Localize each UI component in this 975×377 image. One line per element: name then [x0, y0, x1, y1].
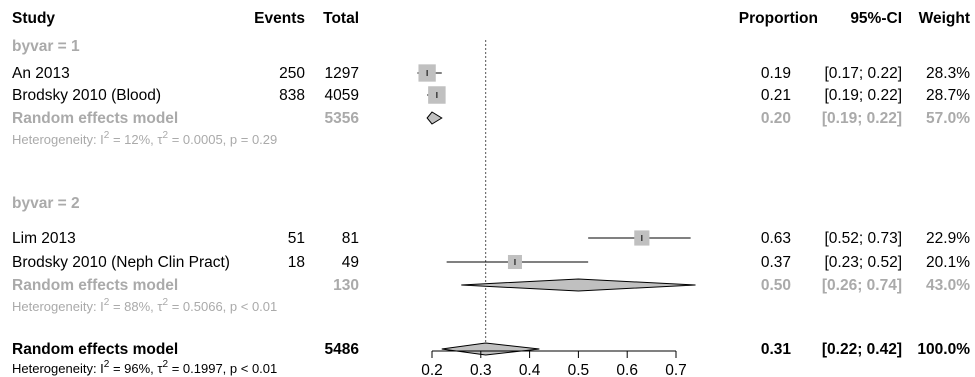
- header-ci: 95%-CI: [850, 10, 902, 27]
- study-proportion: 0.63: [761, 230, 791, 247]
- study-proportion: 0.37: [761, 254, 791, 271]
- study-proportion: 0.19: [761, 65, 791, 82]
- subgroup-diamond: [461, 278, 696, 292]
- header-total: Total: [323, 10, 359, 27]
- subgroup-summary-ci: [0.26; 0.74]: [822, 277, 902, 294]
- study-name: Lim 2013: [12, 230, 76, 247]
- x-axis-tick-label: 0.6: [616, 362, 638, 377]
- study-events: 250: [279, 65, 305, 82]
- subgroup-summary-label: Random effects model: [12, 277, 178, 294]
- study-total: 4059: [325, 87, 359, 104]
- subgroup-summary-weight: 57.0%: [926, 110, 970, 127]
- subgroup-diamond: [426, 111, 443, 125]
- overall-heterogeneity: Heterogeneity: I2 = 96%, τ2 = 0.1997, p …: [12, 359, 277, 376]
- header-weight: Weight: [919, 10, 970, 27]
- x-axis-tick-label: 0.2: [421, 362, 443, 377]
- overall-diamond: [441, 342, 540, 356]
- overall-summary-label: Random effects model: [12, 341, 178, 358]
- study-events: 51: [288, 230, 305, 247]
- study-proportion: 0.21: [761, 87, 791, 104]
- subgroup-heterogeneity: Heterogeneity: I2 = 12%, τ2 = 0.0005, p …: [12, 130, 277, 147]
- header-events: Events: [254, 10, 305, 27]
- study-total: 49: [342, 254, 359, 271]
- study-weight: 28.7%: [926, 87, 970, 104]
- overall-summary-ci: [0.22; 0.42]: [822, 341, 902, 358]
- subgroup-label: byvar = 2: [12, 195, 80, 212]
- table-layer: byvar = 1 An 2013 250 1297 0.19 [0.17; 0.22] 2…: [12, 38, 970, 376]
- subgroup-summary-label: Random effects model: [12, 110, 178, 127]
- overall-summary-weight: 100.0%: [917, 341, 970, 358]
- overall-summary-total: 5486: [325, 341, 360, 358]
- subgroup-summary-proportion: 0.50: [761, 277, 791, 294]
- subgroup-summary-total: 130: [333, 277, 359, 294]
- study-weight: 20.1%: [926, 254, 970, 271]
- subgroup-summary-total: 5356: [325, 110, 360, 127]
- header-study: Study: [12, 10, 55, 27]
- study-name: Brodsky 2010 (Blood): [12, 87, 161, 104]
- subgroup-summary-ci: [0.19; 0.22]: [822, 110, 902, 127]
- header-proportion: Proportion: [739, 10, 818, 27]
- x-axis-tick-label: 0.4: [519, 362, 541, 377]
- study-events: 18: [288, 254, 305, 271]
- study-weight: 28.3%: [926, 65, 970, 82]
- study-ci: [0.19; 0.22]: [824, 87, 902, 104]
- study-name: An 2013: [12, 65, 70, 82]
- x-axis-tick-label: 0.3: [470, 362, 492, 377]
- subgroup-label: byvar = 1: [12, 38, 80, 55]
- study-ci: [0.17; 0.22]: [824, 65, 902, 82]
- x-axis-tick-label: 0.5: [568, 362, 590, 377]
- plot-layer: 0.2 0.3 0.4 0.5 0.6 0.7: [417, 40, 696, 377]
- subgroup-summary-weight: 43.0%: [926, 277, 970, 294]
- subgroup-summary-proportion: 0.20: [761, 110, 791, 127]
- study-ci: [0.52; 0.73]: [824, 230, 902, 247]
- study-ci: [0.23; 0.52]: [824, 254, 902, 271]
- subgroup-heterogeneity: Heterogeneity: I2 = 88%, τ2 = 0.5066, p …: [12, 297, 277, 314]
- overall-summary-proportion: 0.31: [761, 341, 792, 358]
- study-weight: 22.9%: [926, 230, 970, 247]
- study-total: 81: [342, 230, 359, 247]
- x-axis-tick-label: 0.7: [665, 362, 687, 377]
- study-events: 838: [279, 87, 305, 104]
- study-name: Brodsky 2010 (Neph Clin Pract): [12, 254, 230, 271]
- study-total: 1297: [325, 65, 359, 82]
